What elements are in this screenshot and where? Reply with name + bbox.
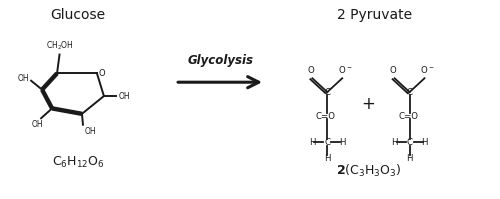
- Text: O: O: [308, 66, 314, 75]
- Text: OH: OH: [18, 74, 29, 83]
- Text: $\mathbf{2}$(C$_3$H$_3$O$_3$): $\mathbf{2}$(C$_3$H$_3$O$_3$): [336, 163, 402, 179]
- Text: O$^-$: O$^-$: [338, 64, 352, 75]
- Text: +: +: [362, 96, 376, 113]
- Text: 2 Pyruvate: 2 Pyruvate: [337, 8, 412, 22]
- Text: H: H: [406, 154, 413, 163]
- Text: C=O: C=O: [398, 112, 418, 121]
- Text: O$^-$: O$^-$: [420, 64, 434, 75]
- Text: Glycolysis: Glycolysis: [187, 54, 253, 67]
- Text: H: H: [392, 138, 398, 147]
- Text: C=O: C=O: [316, 112, 336, 121]
- Text: C: C: [324, 138, 330, 147]
- Text: Glucose: Glucose: [50, 8, 106, 22]
- Text: O: O: [390, 66, 396, 75]
- Text: C$_6$H$_{12}$O$_6$: C$_6$H$_{12}$O$_6$: [52, 155, 104, 170]
- Text: C: C: [406, 138, 412, 147]
- Text: C: C: [406, 88, 412, 97]
- Text: H: H: [324, 154, 330, 163]
- Text: C: C: [324, 88, 330, 97]
- Text: H: H: [339, 138, 345, 147]
- Text: OH: OH: [119, 92, 130, 100]
- Text: OH: OH: [32, 120, 43, 129]
- Text: O: O: [98, 69, 105, 78]
- Text: OH: OH: [84, 127, 96, 136]
- Text: H: H: [422, 138, 428, 147]
- Text: CH$_2$OH: CH$_2$OH: [46, 39, 74, 52]
- Text: H: H: [309, 138, 316, 147]
